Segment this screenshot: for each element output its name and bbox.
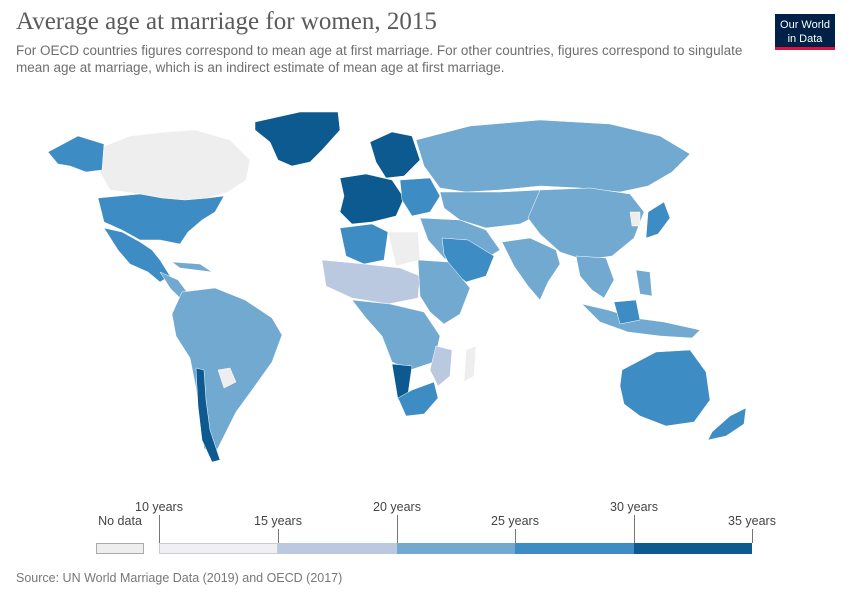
region-scandinavia[interactable] [369, 131, 421, 179]
legend-bin-20-25[interactable] [397, 543, 515, 554]
region-usa[interactable] [97, 193, 225, 245]
region-australia[interactable] [619, 349, 711, 427]
region-eastern-europe[interactable] [399, 177, 441, 217]
region-south-africa[interactable] [397, 381, 439, 417]
region-central-africa[interactable] [351, 299, 441, 371]
region-north-africa-west[interactable] [339, 223, 389, 265]
region-alaska[interactable] [47, 135, 105, 173]
region-philippines[interactable] [635, 269, 653, 297]
region-bolivia-nodata[interactable] [217, 367, 237, 389]
region-caribbean[interactable] [171, 261, 213, 273]
region-western-europe[interactable] [339, 173, 405, 225]
legend-tick [634, 515, 635, 543]
legend-label-25: 25 years [491, 514, 539, 528]
logo-line-2: in Data [787, 33, 823, 45]
region-india[interactable] [501, 237, 561, 301]
region-madagascar[interactable] [463, 345, 477, 383]
region-korea-nodata[interactable] [629, 211, 641, 227]
legend-label-10: 10 years [135, 500, 183, 514]
region-central-asia[interactable] [439, 189, 549, 229]
legend-label-15: 15 years [254, 514, 302, 528]
legend-bin-10-15[interactable] [159, 543, 278, 554]
region-russia[interactable] [415, 119, 691, 193]
region-southeast-asia[interactable] [575, 255, 615, 299]
region-china[interactable] [527, 187, 645, 261]
region-canada[interactable] [99, 129, 251, 201]
legend-bin-25-30[interactable] [515, 543, 634, 554]
legend-tick [752, 529, 753, 543]
legend-tick [159, 515, 160, 543]
region-east-africa[interactable] [417, 259, 471, 325]
chart-title: Average age at marriage for women, 2015 [16, 8, 437, 35]
chart-subtitle: For OECD countries figures correspond to… [16, 43, 743, 75]
legend-label-30: 30 years [610, 500, 658, 514]
region-borneo[interactable] [613, 299, 641, 325]
region-chile[interactable] [195, 367, 221, 463]
legend-no-data-box[interactable] [96, 543, 144, 554]
region-mozambique[interactable] [429, 345, 453, 387]
legend-tick [515, 529, 516, 543]
region-greenland[interactable] [254, 111, 341, 167]
region-indonesia[interactable] [581, 303, 701, 339]
legend-bin-15-20[interactable] [278, 543, 397, 554]
region-japan[interactable] [645, 201, 671, 239]
legend-bin-30-35[interactable] [634, 543, 752, 554]
region-north-africa-nodata[interactable] [387, 231, 421, 267]
source-note[interactable]: Source: UN World Marriage Data (2019) an… [16, 571, 343, 585]
legend-no-data-label: No data [98, 514, 142, 528]
legend-tick [397, 515, 398, 543]
region-sahel[interactable] [321, 259, 421, 305]
legend-label-20: 20 years [373, 500, 421, 514]
world-map[interactable] [0, 100, 850, 480]
region-mexico[interactable] [103, 227, 171, 283]
region-new-zealand[interactable] [707, 407, 747, 441]
legend-tick [278, 529, 279, 543]
owid-logo[interactable]: Our World in Data [775, 14, 835, 50]
legend-label-35: 35 years [728, 514, 776, 528]
logo-line-1: Our World [780, 19, 830, 31]
